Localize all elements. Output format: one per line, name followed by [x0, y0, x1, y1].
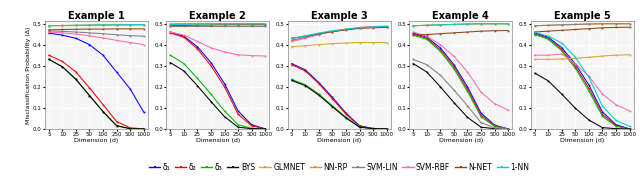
Legend: δ₁, δ₂, δ₃, BYS, GLMNET, NN-RP, SVM-LIN, SVM-RBF, N-NET, 1-NN: δ₁, δ₂, δ₃, BYS, GLMNET, NN-RP, SVM-LIN,…: [146, 160, 532, 175]
X-axis label: Dimension (d): Dimension (d): [438, 139, 483, 143]
X-axis label: Dimension (d): Dimension (d): [74, 139, 118, 143]
Y-axis label: Misclassification Probability (Δ): Misclassification Probability (Δ): [26, 26, 31, 124]
Title: Example 1: Example 1: [68, 11, 125, 21]
Title: Example 3: Example 3: [311, 11, 367, 21]
X-axis label: Dimension (d): Dimension (d): [560, 139, 604, 143]
X-axis label: Dimension (d): Dimension (d): [317, 139, 362, 143]
X-axis label: Dimension (d): Dimension (d): [196, 139, 240, 143]
Title: Example 2: Example 2: [189, 11, 246, 21]
Title: Example 4: Example 4: [432, 11, 489, 21]
Title: Example 5: Example 5: [554, 11, 611, 21]
